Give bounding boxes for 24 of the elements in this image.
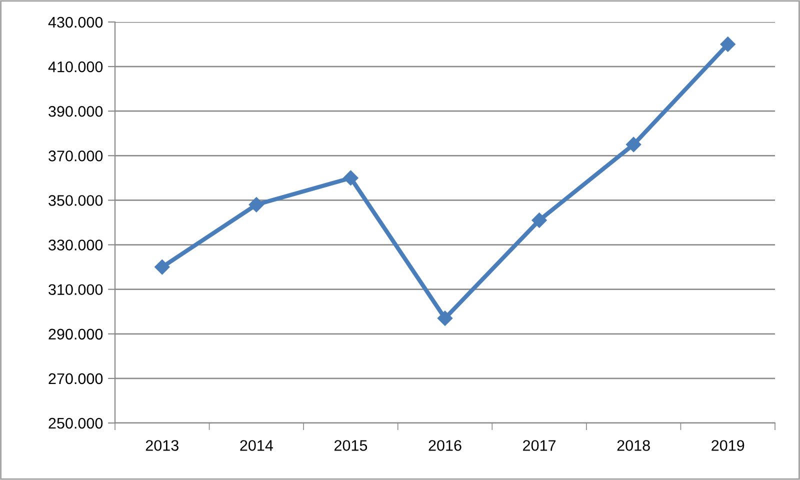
- point: [154, 259, 170, 275]
- x-tick-label: 2014: [240, 440, 273, 451]
- x-tick-label: 2013: [146, 440, 178, 451]
- y-tick-label: 250.000: [48, 418, 103, 429]
- x-tick-label: 2015: [334, 440, 368, 451]
- x-tick-label: 2017: [523, 440, 556, 451]
- point: [720, 36, 736, 52]
- point: [248, 197, 264, 212]
- y-tick-label: 270.000: [48, 373, 103, 384]
- y-tick-label: 330.000: [48, 240, 103, 250]
- y-tick-label: 370.000: [48, 150, 103, 162]
- y-tick-label: 310.000: [48, 284, 103, 296]
- point: [532, 212, 547, 228]
- x-tick-label: 2018: [617, 440, 650, 451]
- point: [343, 170, 358, 186]
- x-tick-label: 2016: [428, 440, 462, 451]
- y-tick-label: 350.000: [48, 195, 103, 206]
- y-tick-label: 410.000: [48, 61, 103, 72]
- point: [626, 136, 642, 152]
- x-tick-label: 2019: [712, 440, 744, 451]
- y-tick-label: 390.000: [48, 106, 103, 117]
- y-tick-label: 290.000: [48, 328, 103, 340]
- y-tick-label: 430.000: [48, 16, 103, 28]
- point: [437, 310, 453, 326]
